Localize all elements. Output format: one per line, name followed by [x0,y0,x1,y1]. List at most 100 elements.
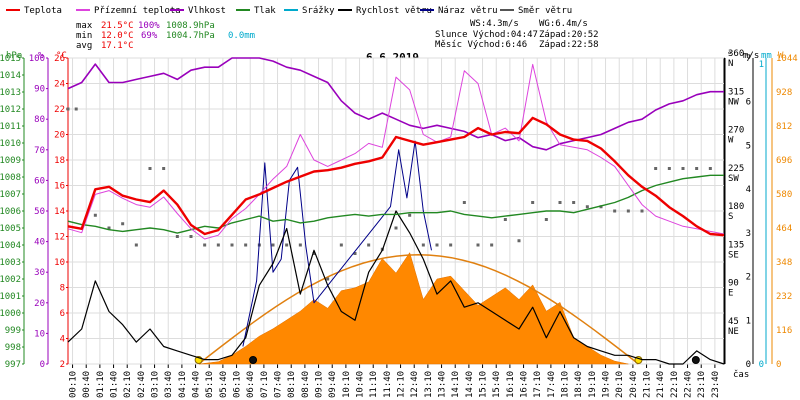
wind-dir-point [189,235,193,238]
solar-tick-label: 696 [776,156,792,166]
x-tick-label: 18:10 [561,371,571,398]
stat-max-rain: 0.0mm [228,31,255,41]
solar-tick-label: 116 [776,326,792,336]
x-tick-label: 11:10 [369,371,379,398]
press-tick-label: 1003 [0,258,21,268]
press-tick-label: 1013 [0,88,21,98]
wind-dir-point [585,205,589,209]
stat-min-hum: 69% [141,31,158,41]
wind-dir-point [230,243,234,247]
x-tick-label: 12:10 [397,371,407,398]
info-moon-set: Západ:22:58 [539,40,599,50]
x-tick-label: 19:40 [602,371,612,398]
temp-tick-label: 24 [54,80,65,90]
x-tick-label: 23:40 [711,371,721,398]
dir-tick-value: 90 [728,279,739,289]
stat-max-temp: 21.5°C [101,21,134,31]
x-tick-label: 13:40 [438,371,448,398]
stat-min-label: min [76,31,92,41]
temp-tick-label: 6 [60,309,65,319]
legend-label: Přízemní teplota [94,6,181,16]
solar-tick-label: 928 [776,88,792,98]
stat-max-press: 1008.9hPa [166,21,215,31]
temp-tick-label: 14 [54,207,65,217]
wind-dir-point [572,201,576,204]
dir-tick-label: S [728,212,733,222]
pressure-line [67,174,724,234]
x-tick-label: 06:40 [246,371,256,398]
press-tick-label: 1009 [0,156,21,166]
wind-dir-point [298,243,302,247]
x-axis-label: čas [733,369,749,380]
x-tick-label: 14:40 [465,371,475,398]
info-wg: WG:6.4m/s [539,19,588,29]
wind-tick-label: 2 [746,273,751,283]
wind-dir-point [462,201,466,204]
stat-avg-label: avg [76,41,92,51]
x-tick-label: 07:10 [260,371,270,398]
dir-tick-value: 45 [728,317,739,327]
legend-label: Srážky [302,6,335,16]
solar-tick-label: 1044 [776,54,798,64]
unit-rain: mm [761,51,772,61]
x-tick-label: 16:40 [520,371,530,398]
unit-wind: m/s [743,51,759,61]
wind-dir-point [74,107,78,111]
hum-tick-label: 30 [34,268,45,278]
x-tick-label: 21:10 [643,371,653,398]
x-tick-label: 14:10 [451,371,461,398]
wind-dir-point [244,243,248,247]
press-tick-label: 1001 [0,292,21,302]
x-tick-label: 03:10 [151,371,161,398]
wind-dir-point [503,218,507,221]
x-tick-label: 08:40 [301,371,311,398]
x-tick-label: 10:10 [342,371,352,398]
x-tick-label: 00:10 [69,371,79,398]
hum-tick-label: 80 [34,115,45,125]
info-ws: WS:4.3m/s [470,19,519,29]
legend-label: Směr větru [518,6,572,16]
press-tick-label: 1014 [0,71,21,81]
dir-tick-value: 360 [728,49,744,59]
legend-label: Náraz větru [438,6,498,16]
dir-tick-value: 225 [728,164,744,174]
wind-dir-point [394,226,398,230]
x-tick-label: 09:40 [328,371,338,398]
hum-tick-label: 10 [34,329,45,339]
wind-dir-point [599,205,603,209]
wind-dir-point [326,277,330,281]
x-tick-label: 17:10 [533,371,543,398]
wind-dir-point [148,167,152,170]
ground-temp-line [67,63,725,240]
wind-dir-point [203,243,207,247]
rain-tick-label: 0 [759,360,764,370]
x-tick-label: 17:40 [547,371,557,398]
temp-tick-label: 20 [54,131,65,141]
press-tick-label: 1012 [0,105,21,115]
x-tick-label: 04:10 [178,371,188,398]
wind-dir-point [654,167,658,170]
stat-max-label: max [76,21,93,31]
hum-tick-label: 60 [34,176,45,186]
wind-tick-label: 4 [746,185,751,195]
gust-line [242,140,432,347]
wind-dir-point [162,167,166,170]
wind-dir-point [134,243,138,247]
x-tick-label: 03:40 [164,371,174,398]
x-tick-label: 02:10 [123,371,133,398]
wind-tick-label: 0 [746,360,751,370]
press-tick-label: 1006 [0,207,21,217]
press-tick-label: 1002 [0,275,21,285]
wind-dir-point [708,167,712,170]
wind-dir-point [449,243,453,247]
hum-tick-label: 100 [29,54,45,64]
x-tick-label: 23:10 [697,371,707,398]
hum-tick-label: 0 [40,360,45,370]
temp-tick-label: 10 [54,258,65,268]
wind-dir-point [476,243,480,247]
unit-temp: °C [56,51,67,61]
temp-tick-label: 12 [54,233,65,243]
solar-tick-label: 580 [776,190,792,200]
